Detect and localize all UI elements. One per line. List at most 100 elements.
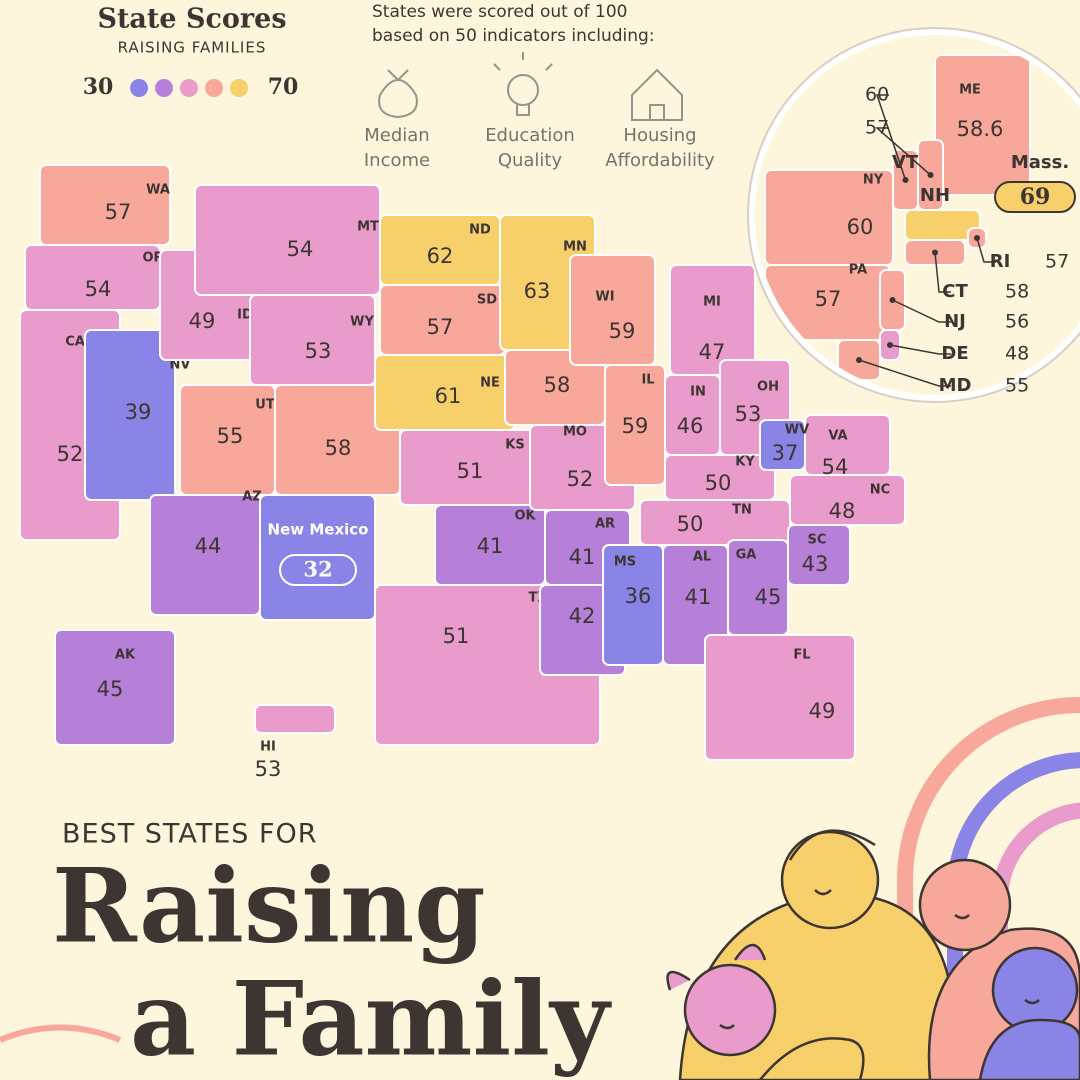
hair (666, 943, 767, 991)
inset-border (749, 29, 1080, 401)
state-label: MI (703, 295, 721, 310)
state-label: MD (939, 375, 972, 396)
leader-dot (889, 297, 896, 303)
state-label: SD (477, 293, 497, 308)
state-value: 59 (609, 319, 636, 343)
map: WA57OR54CA52NV39ID49MT54WY53UT55CO58AZ44… (19, 164, 906, 781)
state-label: GA (736, 548, 757, 563)
state-shape (54, 629, 176, 746)
leader-line (875, 94, 907, 181)
state-value: 51 (457, 459, 484, 483)
state-value: 56 (1005, 311, 1029, 333)
state-label: VT (892, 152, 919, 173)
state-value: 49 (189, 309, 216, 333)
head (683, 963, 777, 1057)
state-value: 58 (1005, 281, 1029, 303)
leader-dot (974, 235, 980, 241)
state-value: 49 (809, 699, 836, 723)
state-value: 63 (524, 279, 551, 303)
state-value: 58 (325, 436, 352, 460)
leader-line (875, 127, 931, 176)
state-shape (569, 254, 656, 366)
headline: a Family (130, 960, 612, 1080)
hand (758, 1037, 865, 1080)
state-label: CA (65, 335, 85, 350)
state-label: AL (693, 550, 711, 565)
leader-line (889, 344, 951, 355)
kicker: BEST STATES FOR (62, 819, 318, 850)
state-label: OK (514, 509, 536, 524)
state-value: 55 (1005, 375, 1029, 397)
state-label: AK (115, 648, 136, 663)
state-label: NJ (944, 311, 966, 332)
bulb-icon (493, 52, 553, 116)
state-label: MS (614, 555, 636, 570)
head (918, 858, 1012, 952)
note-line: based on 50 indicators including: (372, 26, 655, 46)
state-value: 45 (97, 677, 124, 701)
indicator: Affordability (605, 150, 715, 171)
indicator: Quality (498, 150, 563, 171)
leader-dot (887, 342, 893, 348)
state-value: 57 (427, 315, 454, 339)
state-shape (704, 634, 856, 761)
leader-line (934, 252, 951, 293)
state-value: 41 (569, 545, 596, 569)
state-label: VA (828, 429, 847, 444)
indicator: Median (364, 125, 429, 146)
state-value: 32 (303, 557, 332, 582)
state-label: OH (757, 380, 779, 395)
state-label: SC (808, 533, 827, 548)
title: State Scores (97, 4, 286, 35)
state-label: RI (990, 251, 1011, 272)
state-label: MN (563, 240, 587, 255)
bulb-icon (507, 74, 539, 106)
state-value: 50 (705, 471, 732, 495)
decor-stroke (0, 1024, 122, 1043)
state-value: 42 (569, 604, 596, 628)
subtitle: RAISING FAMILIES (118, 39, 267, 57)
state-label: UT (255, 398, 275, 413)
state-label: KY (735, 455, 755, 470)
indicator: Education (485, 125, 575, 146)
leader-line (976, 237, 996, 263)
legend (130, 79, 248, 97)
rainbow-arc (947, 752, 1080, 1080)
state-label: MO (563, 425, 587, 440)
legend-swatch (180, 79, 198, 97)
smile (719, 889, 1040, 1030)
headline: Raising (52, 847, 486, 967)
state-label: IN (690, 385, 706, 400)
state-value: 55 (217, 424, 244, 448)
note-line: States were scored out of 100 (372, 2, 627, 22)
state-shape (639, 499, 791, 546)
indicator: Housing (623, 125, 696, 146)
state-shape (84, 329, 176, 501)
state-label: AR (595, 517, 615, 532)
rainbow (0, 697, 1080, 1080)
state-value: 37 (772, 441, 799, 465)
state-value: 54 (287, 237, 314, 261)
state-value: 58 (544, 373, 571, 397)
money-bag-icon (387, 69, 409, 82)
state-value: 61 (435, 384, 462, 408)
house-icon (631, 68, 683, 121)
state-value: 60 (847, 215, 874, 239)
state-value: 47 (699, 340, 726, 364)
state-value: 53 (305, 339, 332, 363)
state-label: CT (942, 281, 968, 302)
state-value: 57 (105, 200, 132, 224)
legend-min: 30 (83, 74, 114, 100)
state-value: 39 (125, 400, 152, 424)
head (780, 830, 880, 930)
state-value: 59 (622, 414, 649, 438)
state-shape (254, 704, 336, 734)
indicator: Income (364, 150, 430, 171)
state-value: 53 (255, 757, 282, 781)
hair (788, 829, 876, 861)
state-label: WI (595, 290, 614, 305)
state-label: Mass. (1011, 152, 1069, 173)
state-shape (934, 54, 1031, 196)
state-label: FL (793, 648, 810, 663)
state-value: 45 (755, 585, 782, 609)
